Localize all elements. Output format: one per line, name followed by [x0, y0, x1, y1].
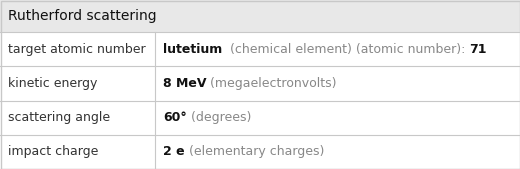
Text: (elementary charges): (elementary charges) — [185, 145, 324, 158]
Bar — [0, 66, 520, 101]
Text: lutetium: lutetium — [163, 43, 222, 56]
Bar — [0, 101, 520, 135]
Text: Rutherford scattering: Rutherford scattering — [8, 9, 157, 23]
Bar — [0, 0, 520, 32]
Text: 2 e: 2 e — [163, 145, 185, 158]
Text: kinetic energy: kinetic energy — [8, 77, 97, 90]
Text: 71: 71 — [470, 43, 487, 56]
Text: target atomic number: target atomic number — [8, 43, 146, 56]
Text: 60°: 60° — [163, 111, 187, 124]
Bar — [0, 32, 520, 66]
Text: (chemical element) (atomic number):: (chemical element) (atomic number): — [222, 43, 470, 56]
Text: (megaelectronvolts): (megaelectronvolts) — [206, 77, 337, 90]
Text: impact charge: impact charge — [8, 145, 98, 158]
Text: 8 MeV: 8 MeV — [163, 77, 206, 90]
Text: scattering angle: scattering angle — [8, 111, 110, 124]
Bar — [0, 135, 520, 169]
Text: (degrees): (degrees) — [187, 111, 251, 124]
